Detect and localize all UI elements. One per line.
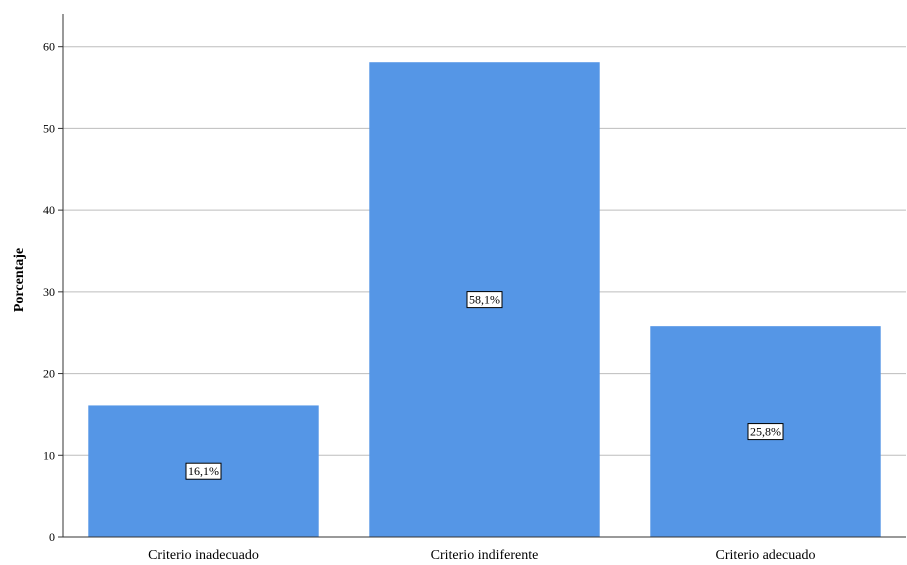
data-label: 58,1% xyxy=(466,291,503,309)
data-label-text: 25,8% xyxy=(750,425,781,439)
x-category-labels: Criterio inadecuado Criterio indiferente C… xyxy=(148,548,815,563)
y-tick-label: 60 xyxy=(43,40,55,54)
x-category-label: Criterio inadecuado xyxy=(148,548,259,563)
y-tick-label: 30 xyxy=(43,285,55,299)
data-label-text: 16,1% xyxy=(188,464,219,478)
y-tick-label: 50 xyxy=(43,121,55,135)
x-category-label: Criterio indiferente xyxy=(431,548,539,563)
data-label: 25,8% xyxy=(747,423,784,441)
y-axis-title: Porcentaje xyxy=(12,248,27,312)
y-ticks: 0 10 20 30 40 50 60 xyxy=(43,40,63,544)
data-label-box xyxy=(747,423,784,441)
y-tick-label: 10 xyxy=(43,448,55,462)
x-category-label: Criterio adecuado xyxy=(716,548,816,563)
data-label-text: 58,1% xyxy=(469,293,500,307)
data-label-box xyxy=(185,462,222,480)
data-labels: 16,1% 58,1% 25,8% xyxy=(185,291,784,480)
data-label-box xyxy=(466,291,503,309)
axes xyxy=(62,14,906,538)
y-tick-label: 0 xyxy=(49,530,55,544)
y-tick-label: 20 xyxy=(43,367,55,381)
data-label: 16,1% xyxy=(185,462,222,480)
y-tick-label: 40 xyxy=(43,203,55,217)
